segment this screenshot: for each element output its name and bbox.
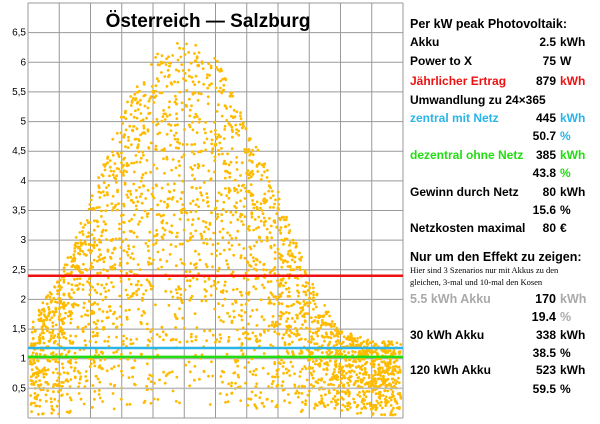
scenario-percent-unit: % [560, 382, 571, 396]
chart-canvas: 0,5 1 1,5 2 2,5 3 3,5 4 4,5 5 5,5 6 6,5 Österreich —… [12, 2, 404, 419]
scenario-percent: 19.4 [531, 310, 556, 324]
row-value: 15.6 [532, 203, 556, 217]
panel-header: Per kW peak Photovoltaik: [410, 17, 567, 31]
svg-text:4: 4 [20, 176, 26, 187]
scenario-value: 338 [535, 328, 556, 342]
row-unit: % [560, 129, 571, 143]
svg-text:5,5: 5,5 [12, 87, 26, 98]
row-dezentral-ohne-netz: dezentral ohne Netz 385 kWh [410, 146, 598, 164]
scenario-unit: kWh [560, 363, 586, 377]
row-dezentral-percent: 43.8 % [410, 164, 598, 182]
scenario-unit: kWh [560, 292, 587, 306]
svg-text:1,5: 1,5 [12, 324, 26, 335]
scenario-percent: 38.5 [532, 346, 556, 360]
scenario-percent-unit: % [560, 346, 571, 360]
chart-grid [27, 2, 404, 419]
row-unit: % [560, 166, 571, 180]
scenario-30-kwh: 30 kWh Akku 338 kWh [410, 326, 598, 344]
scenario-5-5-kwh-percent: 19.4 % [410, 308, 598, 326]
svg-text:1: 1 [20, 354, 26, 365]
row-value: 50.7 [532, 129, 556, 143]
scenario-value: 523 [535, 363, 556, 377]
row-unit: % [560, 203, 571, 217]
row-value: 75 [542, 54, 556, 68]
svg-text:2,5: 2,5 [12, 265, 26, 276]
reference-lines [28, 274, 403, 390]
row-zentral-percent: 50.7 % [410, 127, 598, 145]
section2-header: Nur um den Effekt zu zeigen: [410, 250, 582, 264]
y-axis-ticks: 0,5 1 1,5 2 2,5 3 3,5 4 4,5 5 5,5 6 6,5 [12, 28, 26, 395]
scenario-value: 170 [535, 292, 556, 306]
row-label: Umwandlung zu 24×365 [410, 93, 546, 107]
info-panel: Per kW peak Photovoltaik: Akku 2.5 kWh P… [410, 0, 600, 424]
row-value: 43.8 [532, 166, 556, 180]
chart-title: Österreich — Salzburg [106, 11, 311, 32]
scatter-chart: 0,5 1 1,5 2 2,5 3 3,5 4 4,5 5 5,5 6 6,5 Österreich —… [12, 2, 404, 419]
row-label: zentral mit Netz [410, 111, 499, 125]
row-unit: kWh [560, 111, 586, 125]
row-label: Gewinn durch Netz [410, 185, 519, 199]
row-unit: € [560, 221, 567, 235]
scenario-label: 30 kWh Akku [410, 328, 485, 342]
row-power-to-x: Power to X 75 W [410, 52, 598, 70]
scenario-unit: kWh [560, 328, 586, 342]
svg-text:6,5: 6,5 [12, 28, 26, 39]
row-gewinn-durch-netz: Gewinn durch Netz 80 kWh [410, 183, 598, 201]
scatter-points [28, 42, 403, 417]
row-value: 2.5 [539, 35, 556, 49]
scenario-120-kwh-percent: 59.5 % [410, 380, 598, 398]
svg-text:2: 2 [20, 294, 26, 305]
row-unit: W [560, 54, 572, 68]
svg-text:3,5: 3,5 [12, 206, 26, 217]
row-value: 879 [535, 74, 556, 88]
scenario-label: 5.5 kWh Akku [410, 292, 491, 306]
scenario-30-kwh-percent: 38.5 % [410, 344, 598, 362]
scenario-120-kwh: 120 kWh Akku 523 kWh [410, 361, 598, 379]
row-value: 80 [542, 185, 556, 199]
row-unit: kWh [560, 35, 586, 49]
row-jaehrlicher-ertrag: Jährlicher Ertrag 879 kWh [410, 72, 598, 90]
scenario-percent: 59.5 [532, 382, 556, 396]
row-label: Netzkosten maximal [410, 221, 526, 235]
svg-text:3: 3 [20, 235, 26, 246]
row-netzkosten-maximal: Netzkosten maximal 80 € [410, 219, 598, 237]
svg-text:0,5: 0,5 [12, 383, 26, 394]
row-zentral-mit-netz: zentral mit Netz 445 kWh [410, 109, 598, 127]
row-unit: kWh [560, 74, 586, 88]
row-label: Jährlicher Ertrag [410, 74, 507, 88]
row-unit: kWh [560, 185, 586, 199]
row-value: 445 [535, 111, 556, 125]
svg-text:5: 5 [20, 117, 26, 128]
svg-text:4,5: 4,5 [12, 146, 26, 157]
scenario-label: 120 kWh Akku [410, 363, 491, 377]
scenario-percent-unit: % [560, 310, 572, 324]
row-value: 80 [542, 221, 556, 235]
svg-text:6: 6 [20, 57, 26, 68]
section2-note: Hier sind 3 Szenarios nur mit Akkus zu d… [410, 265, 559, 287]
row-value: 385 [535, 148, 556, 162]
row-umwandlung: Umwandlung zu 24×365 [410, 91, 598, 109]
row-label: dezentral ohne Netz [410, 148, 524, 162]
row-akku: Akku 2.5 kWh [410, 33, 598, 51]
row-label: Akku [410, 35, 440, 49]
row-label: Power to X [410, 54, 473, 68]
row-gewinn-percent: 15.6 % [410, 201, 598, 219]
row-unit: kWh [560, 148, 586, 162]
scenario-5-5-kwh: 5.5 kWh Akku 170 kWh [410, 290, 598, 308]
